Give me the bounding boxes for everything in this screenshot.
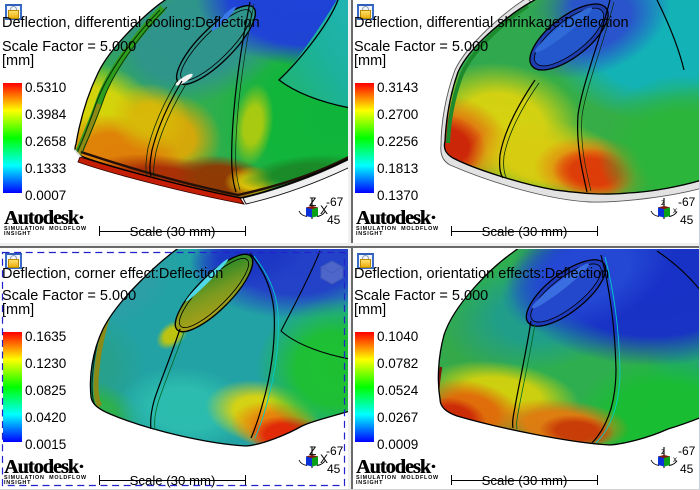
svg-text:45: 45 xyxy=(680,462,694,475)
svg-text:-67: -67 xyxy=(326,195,344,209)
svg-text:X: X xyxy=(320,452,328,466)
svg-text:-67: -67 xyxy=(326,444,344,458)
svg-text:-67: -67 xyxy=(678,444,696,458)
svg-text:45: 45 xyxy=(680,213,694,226)
svg-text:-67: -67 xyxy=(678,195,696,209)
svg-text:x: x xyxy=(673,455,677,464)
svg-text:z: z xyxy=(661,198,665,207)
svg-text:45: 45 xyxy=(327,213,341,226)
svg-text:z: z xyxy=(661,447,665,456)
svg-text:Z: Z xyxy=(309,444,316,458)
svg-text:Z: Z xyxy=(309,195,316,209)
svg-text:x: x xyxy=(673,206,677,215)
svg-text:45: 45 xyxy=(327,462,341,475)
svg-text:X: X xyxy=(320,203,328,217)
